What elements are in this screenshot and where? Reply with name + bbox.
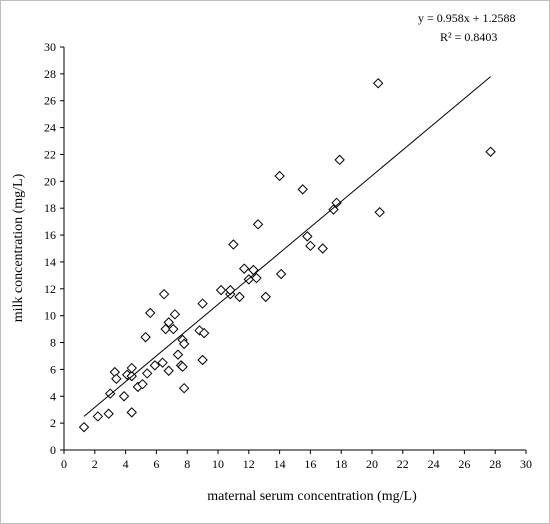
y-tick-label: 10 [44,309,56,323]
data-point [145,307,156,319]
x-tick-label: 16 [304,457,316,471]
data-point [169,309,181,320]
y-tick-label: 6 [50,362,56,376]
data-point [215,284,227,296]
data-point [163,317,174,328]
data-point [260,291,271,303]
data-point [302,231,313,242]
y-tick-label: 4 [50,389,56,403]
data-point [238,263,250,274]
data-point [331,197,342,209]
data-point [197,354,208,366]
x-tick-label: 22 [397,457,409,471]
data-point [334,154,345,166]
y-tick-label: 2 [50,416,56,430]
tick-labels: 0 2 4 6 8 10 12 14 16 18 20 22 24 26 28 300246810121416… [44,40,532,471]
y-tick-label: 28 [44,67,56,81]
data-point [197,298,208,309]
x-tick-label: 0 [61,457,67,471]
x-tick-label: 12 [243,457,255,471]
data-point [178,382,190,394]
data-point [178,338,190,350]
data-point [160,323,171,335]
y-tick-label: 16 [44,228,56,242]
x-tick-label: 10 [212,457,224,471]
data-point [141,368,153,379]
data-point [274,170,285,182]
data-point [126,407,137,418]
data-point [137,378,148,390]
data-point [297,184,308,195]
y-tick-label: 12 [44,282,56,296]
data-point [126,362,137,374]
y-tick-label: 20 [44,174,56,188]
data-point [485,146,496,157]
data-point [374,207,385,218]
trendline [83,76,491,417]
x-tick-label: 26 [458,457,470,471]
trendline-group [83,76,491,417]
x-tick-label: 24 [428,457,440,471]
y-tick-label: 24 [44,121,56,135]
y-tick-label: 30 [44,40,56,54]
data-point [78,421,90,433]
y-tick-label: 8 [50,336,56,350]
x-tick-label: 30 [520,457,532,471]
axes [60,46,527,454]
data-point [118,391,130,402]
data-point [158,288,170,300]
data-point [251,272,262,284]
y-tick-label: 0 [50,443,56,457]
x-tick-label: 4 [123,457,129,471]
data-point [328,204,339,215]
x-tick-label: 20 [366,457,378,471]
y-tick-label: 14 [44,255,56,269]
data-point [168,323,179,335]
x-tick-label: 28 [489,457,501,471]
y-tick-label: 22 [44,147,56,161]
y-axis-title: milk concentration (mg/L) [11,173,26,322]
data-point [157,357,168,368]
data-point [234,291,245,303]
equation-label: y = 0.958x + 1.2588 [418,11,516,25]
data-point [103,408,114,419]
data-point [92,411,104,422]
y-tick-label: 26 [44,94,56,108]
x-axis-title: maternal serum concentration (mg/L) [207,489,417,504]
data-point [305,240,316,252]
data-point [177,361,188,372]
data-point [163,365,174,376]
x-tick-label: 2 [92,457,98,471]
x-tick-label: 18 [335,457,347,471]
data-point [140,331,151,343]
data-point [149,360,161,371]
x-tick-label: 8 [184,457,190,471]
data-point [275,268,287,280]
data-point [372,78,384,89]
data-point [111,373,122,385]
data-point [317,243,328,254]
r-squared-label: R² = 0.8403 [440,30,497,44]
x-tick-label: 14 [274,457,286,471]
data-point [252,219,264,230]
data-points [78,78,496,433]
data-point [228,239,239,250]
data-point [198,327,210,339]
data-point [172,349,184,360]
y-tick-label: 18 [44,201,56,215]
x-tick-label: 6 [153,457,159,471]
